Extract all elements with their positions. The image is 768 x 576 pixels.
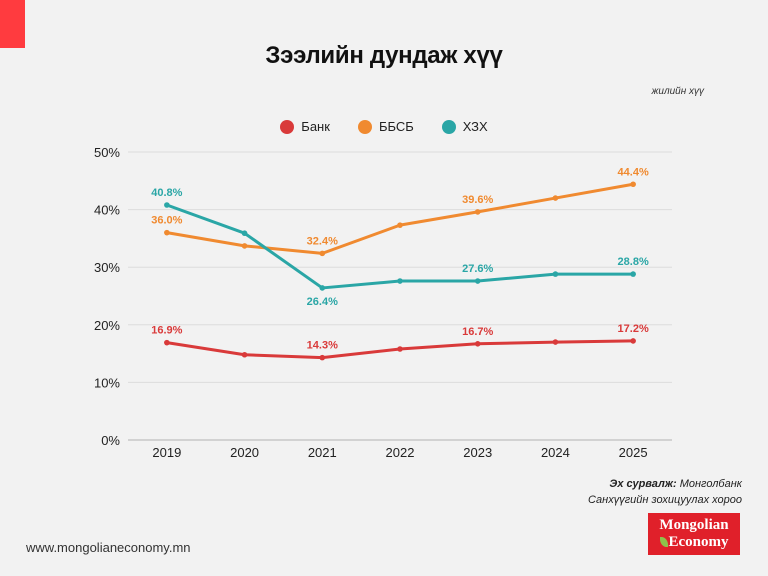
legend-label-bbsb: ББСБ xyxy=(378,119,414,134)
data-point xyxy=(241,351,248,358)
data-point xyxy=(630,338,636,344)
legend-item-bbsb: ББСБ xyxy=(357,119,414,134)
y-axis-ticks: 0% 10% 20% 30% 40% 50% xyxy=(94,145,120,448)
data-label: 28.8% xyxy=(618,256,649,268)
data-label: 44.4% xyxy=(618,166,649,178)
data-point xyxy=(241,243,248,249)
website-link[interactable]: www.mongolianeconomy.mn xyxy=(26,540,191,555)
data-point xyxy=(164,339,170,346)
unit-note: жилийн хүү xyxy=(651,86,705,97)
legend-label-bank: Банк xyxy=(301,119,330,134)
data-label: 16.7% xyxy=(462,326,493,338)
data-label: 14.3% xyxy=(307,340,338,352)
data-point xyxy=(397,278,403,284)
data-label: 32.4% xyxy=(307,235,338,247)
data-labels: 16.9% 14.3% 16.7% 17.2% 36.0% 32.4% 39.6% 44.4%… xyxy=(151,166,649,351)
data-label: 17.2% xyxy=(618,323,649,335)
series-1 xyxy=(164,181,636,257)
legend-dot-bbsb-icon xyxy=(357,119,372,134)
x-tick-label: 2023 xyxy=(463,445,492,460)
data-point xyxy=(474,209,481,215)
data-label: 40.8% xyxy=(151,187,182,199)
x-tick-label: 2020 xyxy=(230,445,259,460)
x-tick-label: 2025 xyxy=(619,445,648,460)
legend-label-hzh: ХЗХ xyxy=(462,119,488,134)
x-tick-label: 2021 xyxy=(308,445,337,460)
y-tick-label: 10% xyxy=(94,375,120,390)
data-point xyxy=(319,354,326,361)
source-label: Эх сурвалж: xyxy=(609,478,677,490)
data-point xyxy=(319,285,326,291)
series-0 xyxy=(164,338,636,361)
series-line xyxy=(165,182,635,255)
source-note: Эх сурвалж: Монголбанк Санхүүгийн зохицу… xyxy=(588,476,742,508)
data-point xyxy=(552,339,559,345)
data-point xyxy=(552,195,559,201)
legend-item-hzh: ХЗХ xyxy=(441,119,488,134)
data-point xyxy=(164,202,170,208)
y-tick-label: 40% xyxy=(94,203,120,218)
data-point xyxy=(241,230,248,237)
legend-dot-bank-icon xyxy=(280,119,295,134)
gridlines xyxy=(128,151,672,441)
data-point xyxy=(474,341,481,347)
y-tick-label: 50% xyxy=(94,145,120,160)
legend-item-bank: Банк xyxy=(280,119,330,134)
legend: Банк ББСБ ХЗХ xyxy=(0,119,768,134)
data-point xyxy=(397,222,403,228)
data-point xyxy=(630,181,636,188)
source-line-2: Санхүүгийн зохицуулах хороо xyxy=(587,494,742,506)
y-tick-label: 20% xyxy=(94,318,120,333)
data-label: 39.6% xyxy=(462,194,493,206)
x-tick-label: 2024 xyxy=(541,445,570,460)
legend-dot-hzh-icon xyxy=(441,119,456,134)
brand-logo: Mongolian Economy xyxy=(648,513,740,555)
data-point xyxy=(319,250,326,257)
x-axis-ticks: 2019 2020 2021 2022 2023 2024 2025 xyxy=(152,445,647,460)
series-lines xyxy=(164,181,636,361)
data-label: 16.9% xyxy=(151,325,182,337)
corner-accent-bar xyxy=(0,0,25,48)
y-tick-label: 30% xyxy=(94,260,120,275)
logo-line-2: Economy xyxy=(668,534,729,550)
chart-title: Зээлийн дундаж хүү xyxy=(265,42,503,69)
series-line xyxy=(165,203,635,290)
data-point xyxy=(552,271,559,277)
x-tick-label: 2022 xyxy=(386,445,415,460)
source-line-1: Монголбанк xyxy=(679,478,742,490)
data-label: 26.4% xyxy=(307,296,338,308)
data-point xyxy=(164,229,170,236)
logo-line-1: Mongolian xyxy=(659,517,729,533)
data-label: 27.6% xyxy=(462,263,493,275)
data-point xyxy=(397,346,403,352)
data-point xyxy=(630,271,636,277)
series-2 xyxy=(164,202,636,291)
x-tick-label: 2019 xyxy=(152,445,181,460)
data-label: 36.0% xyxy=(151,215,182,227)
leaf-icon xyxy=(659,537,668,547)
data-point xyxy=(474,278,481,284)
y-tick-label: 0% xyxy=(101,433,120,448)
